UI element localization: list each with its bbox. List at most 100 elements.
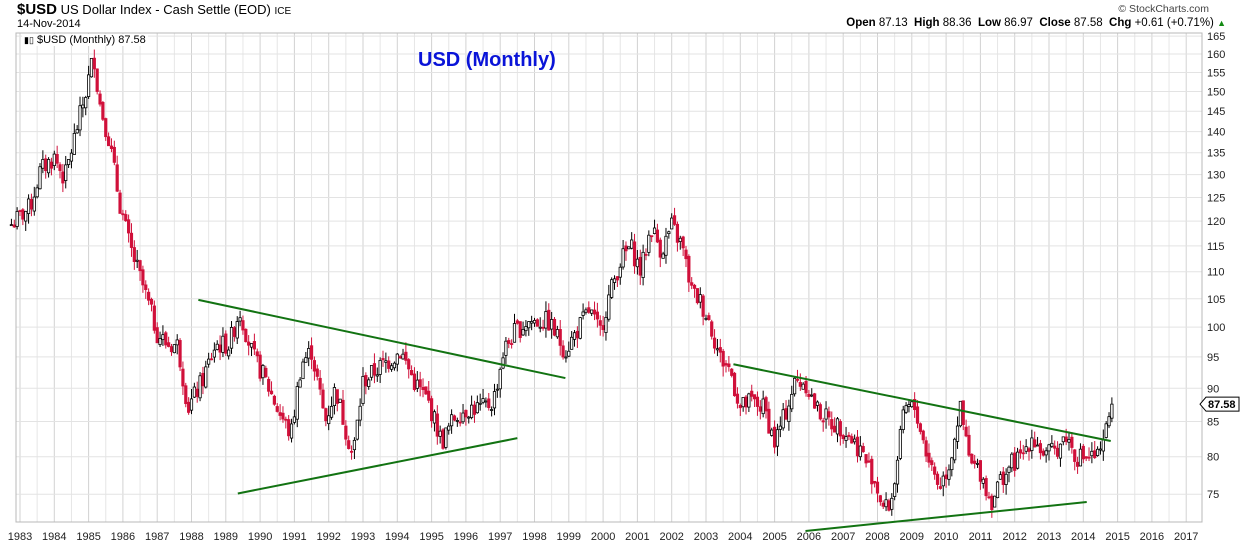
candle-body xyxy=(893,483,897,497)
candle-body xyxy=(955,425,960,442)
candle-body xyxy=(895,459,900,485)
candle-body xyxy=(361,376,365,404)
candle-body xyxy=(578,317,582,339)
candle-body xyxy=(810,394,814,397)
candle-body xyxy=(444,427,448,448)
candle-body xyxy=(584,309,588,313)
candle-body xyxy=(818,404,822,420)
candle-body xyxy=(478,402,482,405)
candle-body xyxy=(670,217,674,230)
candle-body xyxy=(541,326,545,329)
candle-body xyxy=(49,161,54,169)
candle-body xyxy=(64,164,68,181)
candle-body xyxy=(1064,436,1068,442)
candle-body xyxy=(192,386,196,398)
x-tick-label: 1988 xyxy=(179,531,203,543)
candle-body xyxy=(161,334,165,341)
candle-body xyxy=(224,333,228,354)
candle-body xyxy=(24,210,28,222)
x-tick-label: 2004 xyxy=(728,531,752,543)
candle-body xyxy=(978,460,983,482)
candle-body xyxy=(770,429,774,436)
candle-body xyxy=(61,171,65,184)
high-label: High xyxy=(914,17,940,29)
candle-body xyxy=(652,227,657,234)
candle-body xyxy=(944,474,948,480)
candle-body xyxy=(552,318,557,336)
candle-body xyxy=(847,434,851,437)
candle-body xyxy=(795,378,800,381)
x-tick-label: 2017 xyxy=(1174,531,1198,543)
x-tick-label: 1992 xyxy=(316,531,340,543)
candle-body xyxy=(615,276,619,281)
candle-body xyxy=(418,379,422,388)
candle-body xyxy=(452,415,457,421)
candle-body xyxy=(873,480,877,484)
candle-body xyxy=(958,400,962,427)
candle-body xyxy=(1033,439,1037,448)
x-tick-label: 1995 xyxy=(419,531,443,543)
candle-body xyxy=(1021,452,1025,455)
candle-body xyxy=(409,369,414,376)
x-tick-label: 1986 xyxy=(111,531,135,543)
candle-body xyxy=(721,350,725,367)
candle-body xyxy=(1004,473,1008,485)
candle-body xyxy=(575,330,579,339)
x-tick-label: 2006 xyxy=(797,531,821,543)
candle-body xyxy=(730,368,734,376)
candle-body xyxy=(618,266,622,278)
candle-body xyxy=(570,336,574,350)
candle-body xyxy=(358,405,362,421)
candle-body xyxy=(681,236,685,249)
candle-body xyxy=(438,430,442,437)
candle-body xyxy=(218,344,222,353)
candle-body xyxy=(701,295,705,317)
candle-body xyxy=(678,237,682,242)
candle-body xyxy=(824,408,828,420)
candle-body xyxy=(264,367,268,378)
candle-body xyxy=(329,405,334,418)
candle-body xyxy=(487,398,491,408)
chart-header-symbol: $USD US Dollar Index - Cash Settle (EOD)… xyxy=(17,1,291,18)
candle-body xyxy=(898,429,902,459)
close-value: 87.58 xyxy=(1073,17,1103,29)
candle-body xyxy=(1047,444,1051,452)
candle-body xyxy=(1038,443,1043,454)
chart-date: 14-Nov-2014 xyxy=(17,18,81,30)
candle-body xyxy=(495,388,499,391)
candle-body xyxy=(761,398,765,415)
candle-body xyxy=(1081,445,1085,460)
candle-body xyxy=(887,500,891,511)
candle-body xyxy=(227,349,231,357)
candle-body xyxy=(401,353,405,360)
candle-body xyxy=(209,358,214,361)
candle-body xyxy=(255,351,259,357)
copyright: © StockCharts.com xyxy=(1118,3,1209,15)
candle-body xyxy=(1073,449,1077,462)
candle-body xyxy=(664,235,668,256)
candle-body xyxy=(527,321,531,329)
candle-body xyxy=(804,380,808,394)
candle-body xyxy=(272,395,276,405)
x-tick-label: 2007 xyxy=(831,531,855,543)
candle-body xyxy=(567,350,571,357)
candle-body xyxy=(89,57,94,78)
candle-body xyxy=(607,294,611,320)
candle-body xyxy=(927,452,931,463)
candle-body xyxy=(341,399,345,425)
y-tick-label: 155 xyxy=(1207,67,1225,79)
candle-body xyxy=(967,434,971,456)
candle-body xyxy=(1084,456,1088,459)
candle-body xyxy=(884,499,888,508)
candle-body xyxy=(627,246,631,250)
candle-body xyxy=(672,215,677,225)
candle-body xyxy=(1107,416,1111,427)
candle-body xyxy=(412,373,417,390)
candle-body xyxy=(369,365,374,378)
candle-body xyxy=(472,404,477,415)
candle-body xyxy=(704,317,708,320)
candle-body xyxy=(144,284,148,291)
candle-body xyxy=(121,213,125,216)
y-tick-label: 150 xyxy=(1207,87,1225,99)
candle-body xyxy=(921,430,925,441)
